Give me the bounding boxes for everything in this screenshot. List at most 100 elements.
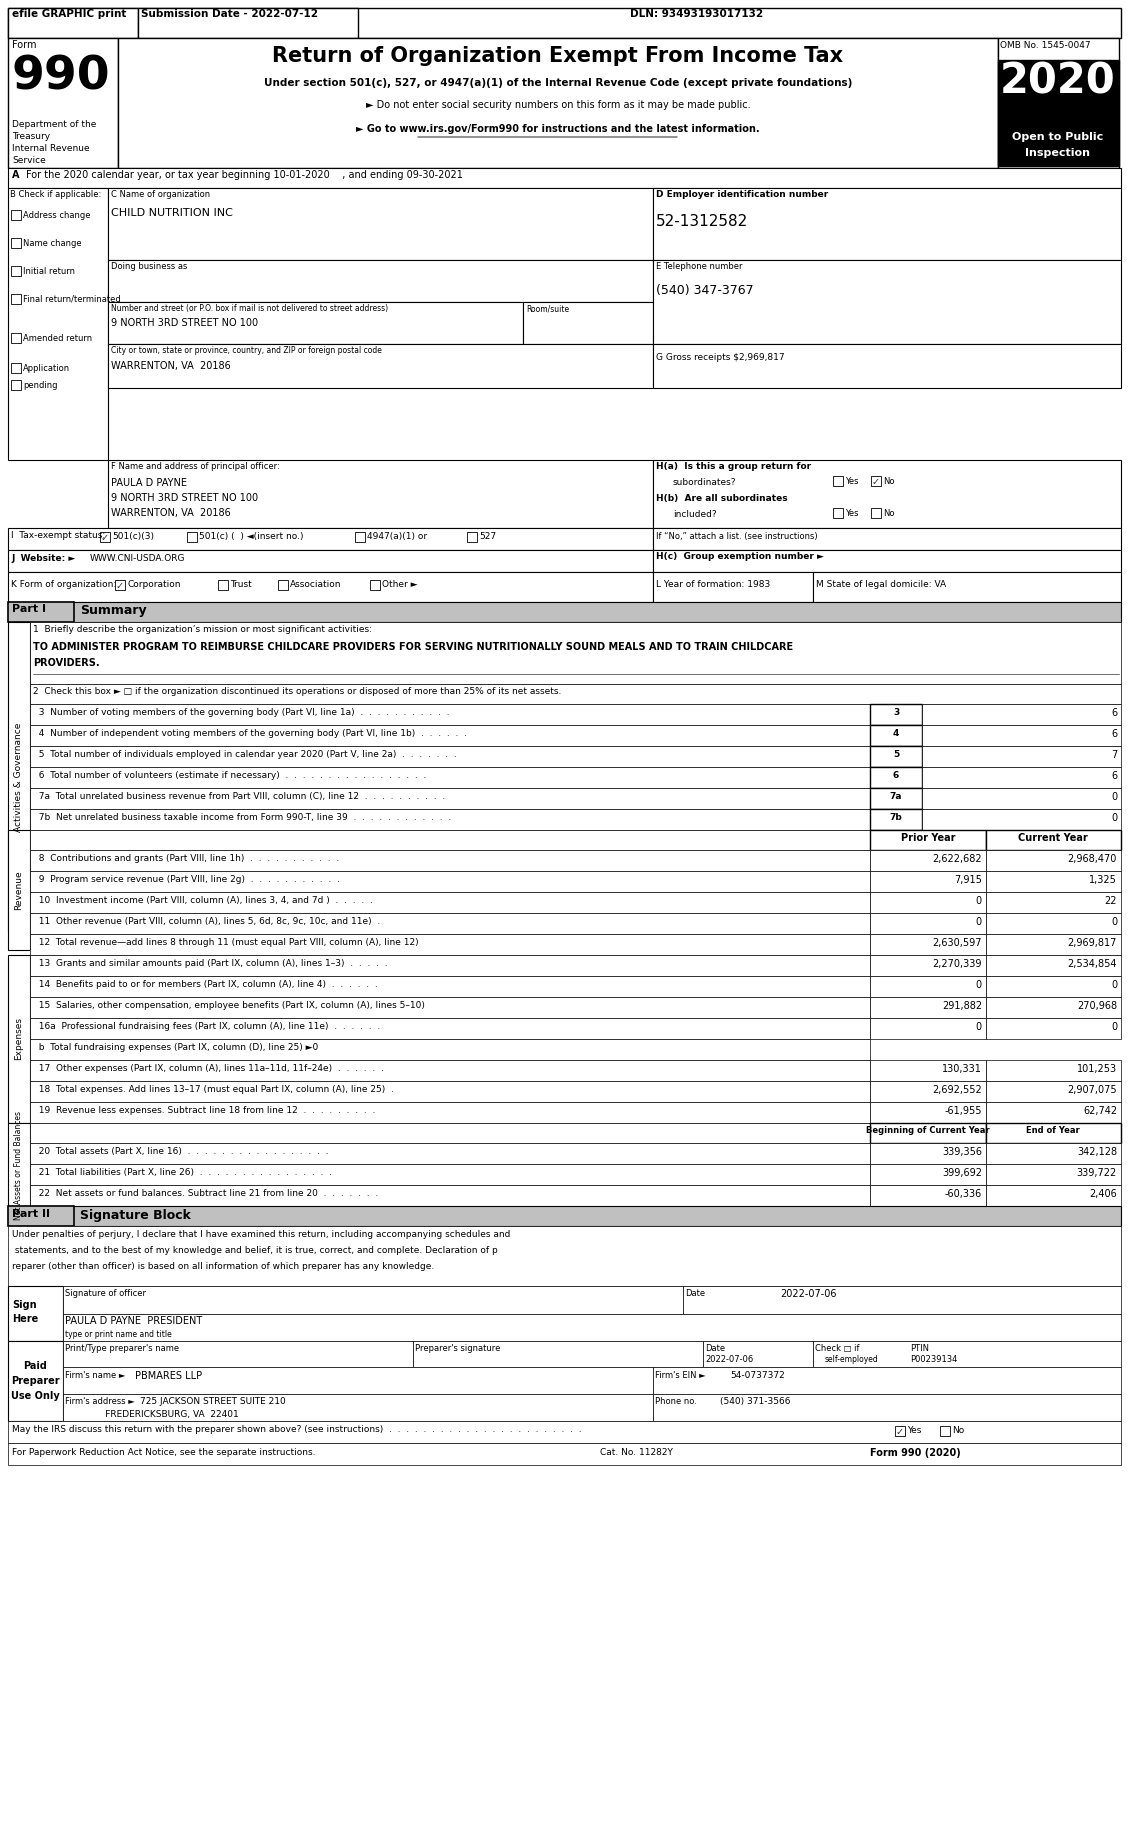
Bar: [986, 976, 1121, 998]
Bar: [8, 829, 30, 950]
Text: Preparer: Preparer: [10, 1376, 60, 1387]
Text: 0: 0: [975, 895, 982, 906]
Text: reparer (other than officer) is based on all information of which preparer has a: reparer (other than officer) is based on…: [12, 1262, 435, 1272]
Bar: [813, 572, 1121, 603]
Text: 22: 22: [1104, 895, 1117, 906]
Text: Doing business as: Doing business as: [111, 261, 187, 270]
Bar: [30, 914, 870, 934]
Text: Submission Date - 2022-07-12: Submission Date - 2022-07-12: [141, 9, 318, 18]
Text: type or print name and title: type or print name and title: [65, 1330, 172, 1339]
Text: 2,968,470: 2,968,470: [1068, 853, 1117, 864]
Text: 0: 0: [1111, 1021, 1117, 1032]
Text: Service: Service: [12, 155, 46, 164]
Text: 2,907,075: 2,907,075: [1067, 1085, 1117, 1094]
Bar: [30, 850, 870, 871]
Text: Department of the: Department of the: [12, 121, 96, 130]
Text: 2022-07-06: 2022-07-06: [704, 1356, 753, 1365]
Text: Signature of officer: Signature of officer: [65, 1290, 146, 1297]
Text: May the IRS discuss this return with the preparer shown above? (see instructions: May the IRS discuss this return with the…: [12, 1425, 581, 1434]
Text: 5: 5: [893, 751, 899, 758]
Text: TO ADMINISTER PROGRAM TO REIMBURSE CHILDCARE PROVIDERS FOR SERVING NUTRITIONALLY: TO ADMINISTER PROGRAM TO REIMBURSE CHILD…: [33, 641, 794, 652]
Text: 0: 0: [975, 979, 982, 990]
Bar: [998, 38, 1119, 168]
Bar: [30, 998, 870, 1018]
Bar: [11, 380, 21, 389]
Text: CHILD NUTRITION INC: CHILD NUTRITION INC: [111, 208, 233, 217]
Text: Paid: Paid: [23, 1361, 47, 1370]
Text: 0: 0: [1111, 791, 1117, 802]
Bar: [870, 914, 986, 934]
Text: WARRENTON, VA  20186: WARRENTON, VA 20186: [111, 508, 230, 519]
Text: b  Total fundraising expenses (Part IX, column (D), line 25) ►0: b Total fundraising expenses (Part IX, c…: [33, 1043, 318, 1052]
Bar: [100, 532, 110, 543]
Bar: [8, 603, 75, 621]
Bar: [8, 1226, 1121, 1286]
Text: 7,915: 7,915: [954, 875, 982, 884]
Bar: [63, 1341, 413, 1367]
Text: Form 990 (2020): Form 990 (2020): [870, 1449, 961, 1458]
Bar: [30, 1082, 870, 1102]
Text: 11  Other revenue (Part VIII, column (A), lines 5, 6d, 8c, 9c, 10c, and 11e)  .: 11 Other revenue (Part VIII, column (A),…: [33, 917, 380, 926]
Text: 6: 6: [1111, 709, 1117, 718]
Text: Cat. No. 11282Y: Cat. No. 11282Y: [599, 1449, 673, 1456]
Text: 12  Total revenue—add lines 8 through 11 (must equal Part VIII, column (A), line: 12 Total revenue—add lines 8 through 11 …: [33, 937, 419, 946]
Text: PBMARES LLP: PBMARES LLP: [135, 1370, 202, 1381]
Text: 725 JACKSON STREET SUITE 210: 725 JACKSON STREET SUITE 210: [140, 1398, 286, 1407]
Bar: [8, 1341, 63, 1421]
Bar: [870, 1060, 986, 1082]
Bar: [870, 787, 922, 809]
Bar: [30, 934, 870, 956]
Text: 2020: 2020: [1000, 60, 1115, 102]
Bar: [922, 809, 1121, 829]
Bar: [30, 829, 870, 850]
Bar: [108, 301, 523, 343]
Bar: [11, 210, 21, 219]
Text: 16a  Professional fundraising fees (Part IX, column (A), line 11e)  .  .  .  .  : 16a Professional fundraising fees (Part …: [33, 1021, 380, 1030]
Bar: [870, 1144, 986, 1164]
Bar: [8, 1286, 63, 1341]
Text: Part II: Part II: [12, 1209, 50, 1219]
Text: B Check if applicable:: B Check if applicable:: [10, 190, 102, 199]
Text: 339,722: 339,722: [1077, 1167, 1117, 1178]
Bar: [8, 528, 653, 550]
Bar: [30, 809, 870, 829]
Bar: [870, 956, 986, 976]
Text: P00239134: P00239134: [910, 1356, 957, 1365]
Bar: [108, 343, 653, 387]
Text: G Gross receipts $2,969,817: G Gross receipts $2,969,817: [656, 353, 785, 362]
Text: Final return/terminated: Final return/terminated: [23, 294, 121, 303]
Text: Date: Date: [704, 1345, 725, 1354]
Text: Initial return: Initial return: [23, 267, 75, 276]
Bar: [108, 460, 653, 528]
Text: PAULA D PAYNE: PAULA D PAYNE: [111, 479, 187, 488]
Text: PAULA D PAYNE  PRESIDENT: PAULA D PAYNE PRESIDENT: [65, 1315, 202, 1326]
Text: H(b)  Are all subordinates: H(b) Are all subordinates: [656, 493, 788, 502]
Bar: [30, 787, 870, 809]
Text: 21  Total liabilities (Part X, line 26)  .  .  .  .  .  .  .  .  .  .  .  .  .  : 21 Total liabilities (Part X, line 26) .…: [33, 1167, 332, 1177]
Bar: [870, 892, 986, 914]
Text: L Year of formation: 1983: L Year of formation: 1983: [656, 579, 770, 588]
Text: -60,336: -60,336: [945, 1189, 982, 1199]
Text: 2,630,597: 2,630,597: [933, 937, 982, 948]
Text: Amended return: Amended return: [23, 334, 93, 343]
Bar: [870, 976, 986, 998]
Text: included?: included?: [673, 510, 717, 519]
Bar: [30, 745, 870, 767]
Bar: [870, 1082, 986, 1102]
Bar: [8, 621, 30, 932]
Text: PROVIDERS.: PROVIDERS.: [33, 658, 99, 669]
Text: ✓: ✓: [115, 581, 123, 590]
Text: 7: 7: [1111, 751, 1117, 760]
Text: efile GRAPHIC print: efile GRAPHIC print: [12, 9, 126, 18]
Text: 990: 990: [12, 55, 111, 99]
Text: Application: Application: [23, 364, 70, 373]
Bar: [413, 1341, 703, 1367]
Text: WWW.CNI-USDA.ORG: WWW.CNI-USDA.ORG: [90, 554, 185, 563]
Text: 527: 527: [479, 532, 496, 541]
Bar: [986, 1018, 1121, 1040]
Bar: [8, 603, 1121, 621]
Bar: [986, 1186, 1121, 1206]
Text: E Telephone number: E Telephone number: [656, 261, 743, 270]
Bar: [8, 956, 30, 1124]
Text: 0: 0: [1111, 917, 1117, 926]
